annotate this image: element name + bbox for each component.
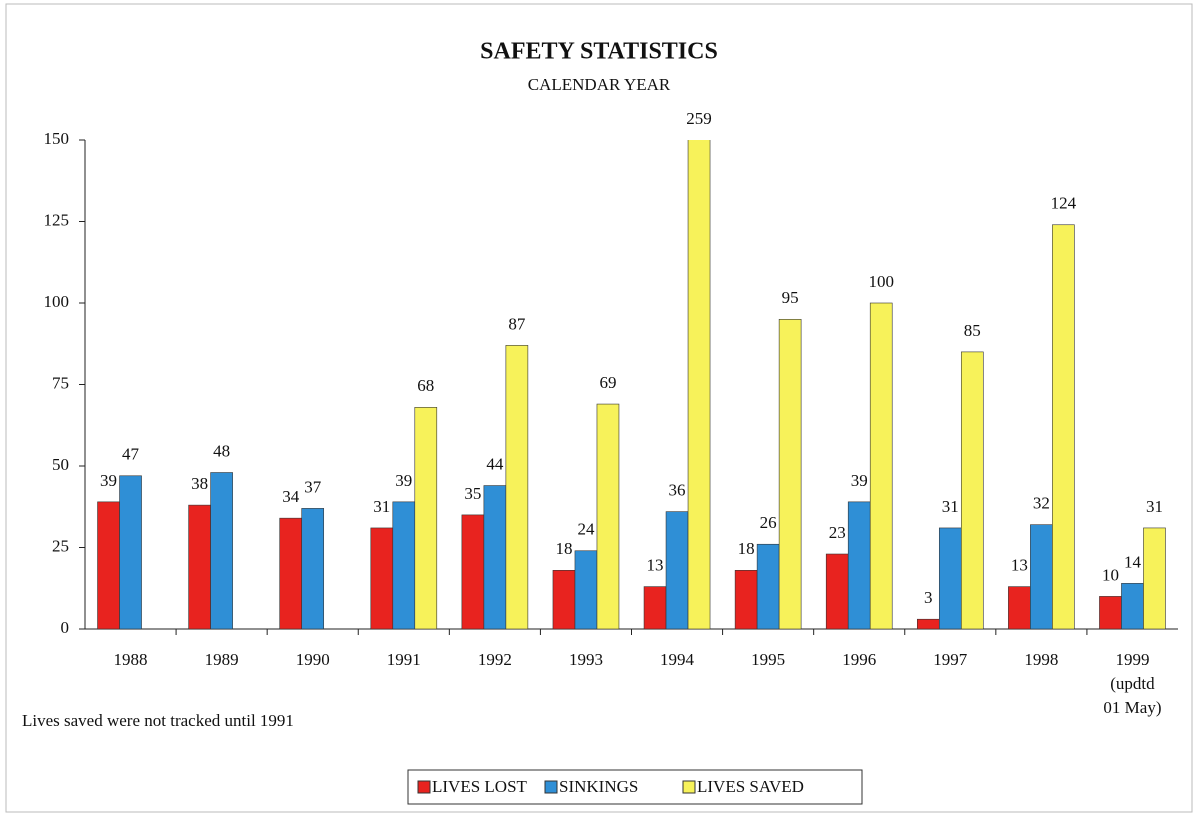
legend-label: LIVES LOST [432,777,528,796]
data-label: 85 [964,321,981,340]
bar [1008,586,1031,629]
data-label: 38 [191,474,208,493]
data-label: 69 [599,373,616,392]
annotation: Lives saved were not tracked until 1991 [22,711,294,730]
data-label: 10 [1102,565,1119,584]
bar [301,508,325,629]
x-tick-label: 1997 [933,650,968,669]
y-tick-label: 100 [44,292,70,311]
bar [483,485,507,629]
data-label: 26 [760,513,777,532]
data-label: 68 [417,376,434,395]
bar [960,351,984,629]
x-tick-label: 1990 [296,650,330,669]
bar [414,407,438,629]
legend-swatch [544,780,558,794]
data-label: 3 [924,588,933,607]
bar [847,501,871,629]
bar [1121,583,1144,629]
data-label: 124 [1051,194,1077,213]
bar [643,586,667,629]
bar [505,345,529,629]
x-tick-label: 1996 [842,650,876,669]
bar [869,302,893,629]
data-label: 31 [942,497,959,516]
data-label: 39 [395,471,412,490]
y-tick-label: 50 [52,455,69,474]
bar [1099,596,1122,629]
legend-box [407,769,863,805]
bar [461,514,485,629]
data-label: 14 [1124,552,1142,571]
legend-swatch [417,780,431,794]
bar [938,527,962,629]
bar [1030,524,1053,629]
bar [734,570,758,629]
data-label: 34 [282,487,300,506]
x-tick-label: 1999 (updtd 01 May) [1103,650,1161,717]
data-label: 24 [577,520,595,539]
bar [825,553,849,629]
y-tick-label: 0 [61,618,70,637]
data-label: 47 [122,445,140,464]
x-tick-label: 1995 [751,650,785,669]
x-tick-label: 1994 [660,650,695,669]
bar [574,550,598,629]
data-label: 32 [1033,494,1050,513]
data-label: 95 [782,288,799,307]
bar [596,403,620,629]
bar [392,501,416,629]
data-label: 39 [100,471,117,490]
bar [119,475,142,629]
data-label: 23 [829,523,846,542]
plot-area [97,140,1166,629]
data-label: 13 [1011,556,1028,575]
data-label: 48 [213,441,230,460]
x-tick-label: 1989 [205,650,239,669]
data-label: 13 [647,556,664,575]
data-label: 18 [555,539,572,558]
data-label: 31 [373,497,390,516]
y-tick-label: 150 [44,129,70,148]
bar [665,511,689,629]
x-tick-label: 1992 [478,650,512,669]
frame [5,3,1193,813]
data-label: 37 [304,477,322,496]
bar [210,472,233,629]
data-label: 259 [686,109,712,128]
chart-subtitle: CALENDAR YEAR [528,75,671,94]
bar [97,501,120,629]
data-label: 39 [851,471,868,490]
y-tick-label: 75 [52,373,69,392]
data-label: 18 [738,539,755,558]
x-tick-label: 1988 [114,650,148,669]
data-label: 87 [508,314,526,333]
bar [370,527,394,629]
x-tick-label: 1993 [569,650,603,669]
bar [279,517,303,629]
data-label: 35 [464,484,481,503]
data-label: 31 [1146,497,1163,516]
legend-label: LIVES SAVED [697,777,804,796]
y-tick-label: 125 [44,210,70,229]
legend-swatch [682,780,696,794]
x-tick-label: 1991 [387,650,421,669]
legend-label: SINKINGS [559,777,638,796]
x-tick-label: 1998 [1024,650,1058,669]
data-label: 36 [669,481,686,500]
bar [687,140,711,629]
bar [756,543,780,629]
bar [188,504,211,629]
bar [778,318,802,629]
chart-title: SAFETY STATISTICS [480,39,718,65]
bar [1143,527,1166,629]
data-label: 100 [868,272,894,291]
data-label: 44 [486,454,504,473]
bar [1052,224,1075,629]
y-tick-label: 25 [52,536,69,555]
bar [916,618,940,629]
bar [552,570,576,629]
